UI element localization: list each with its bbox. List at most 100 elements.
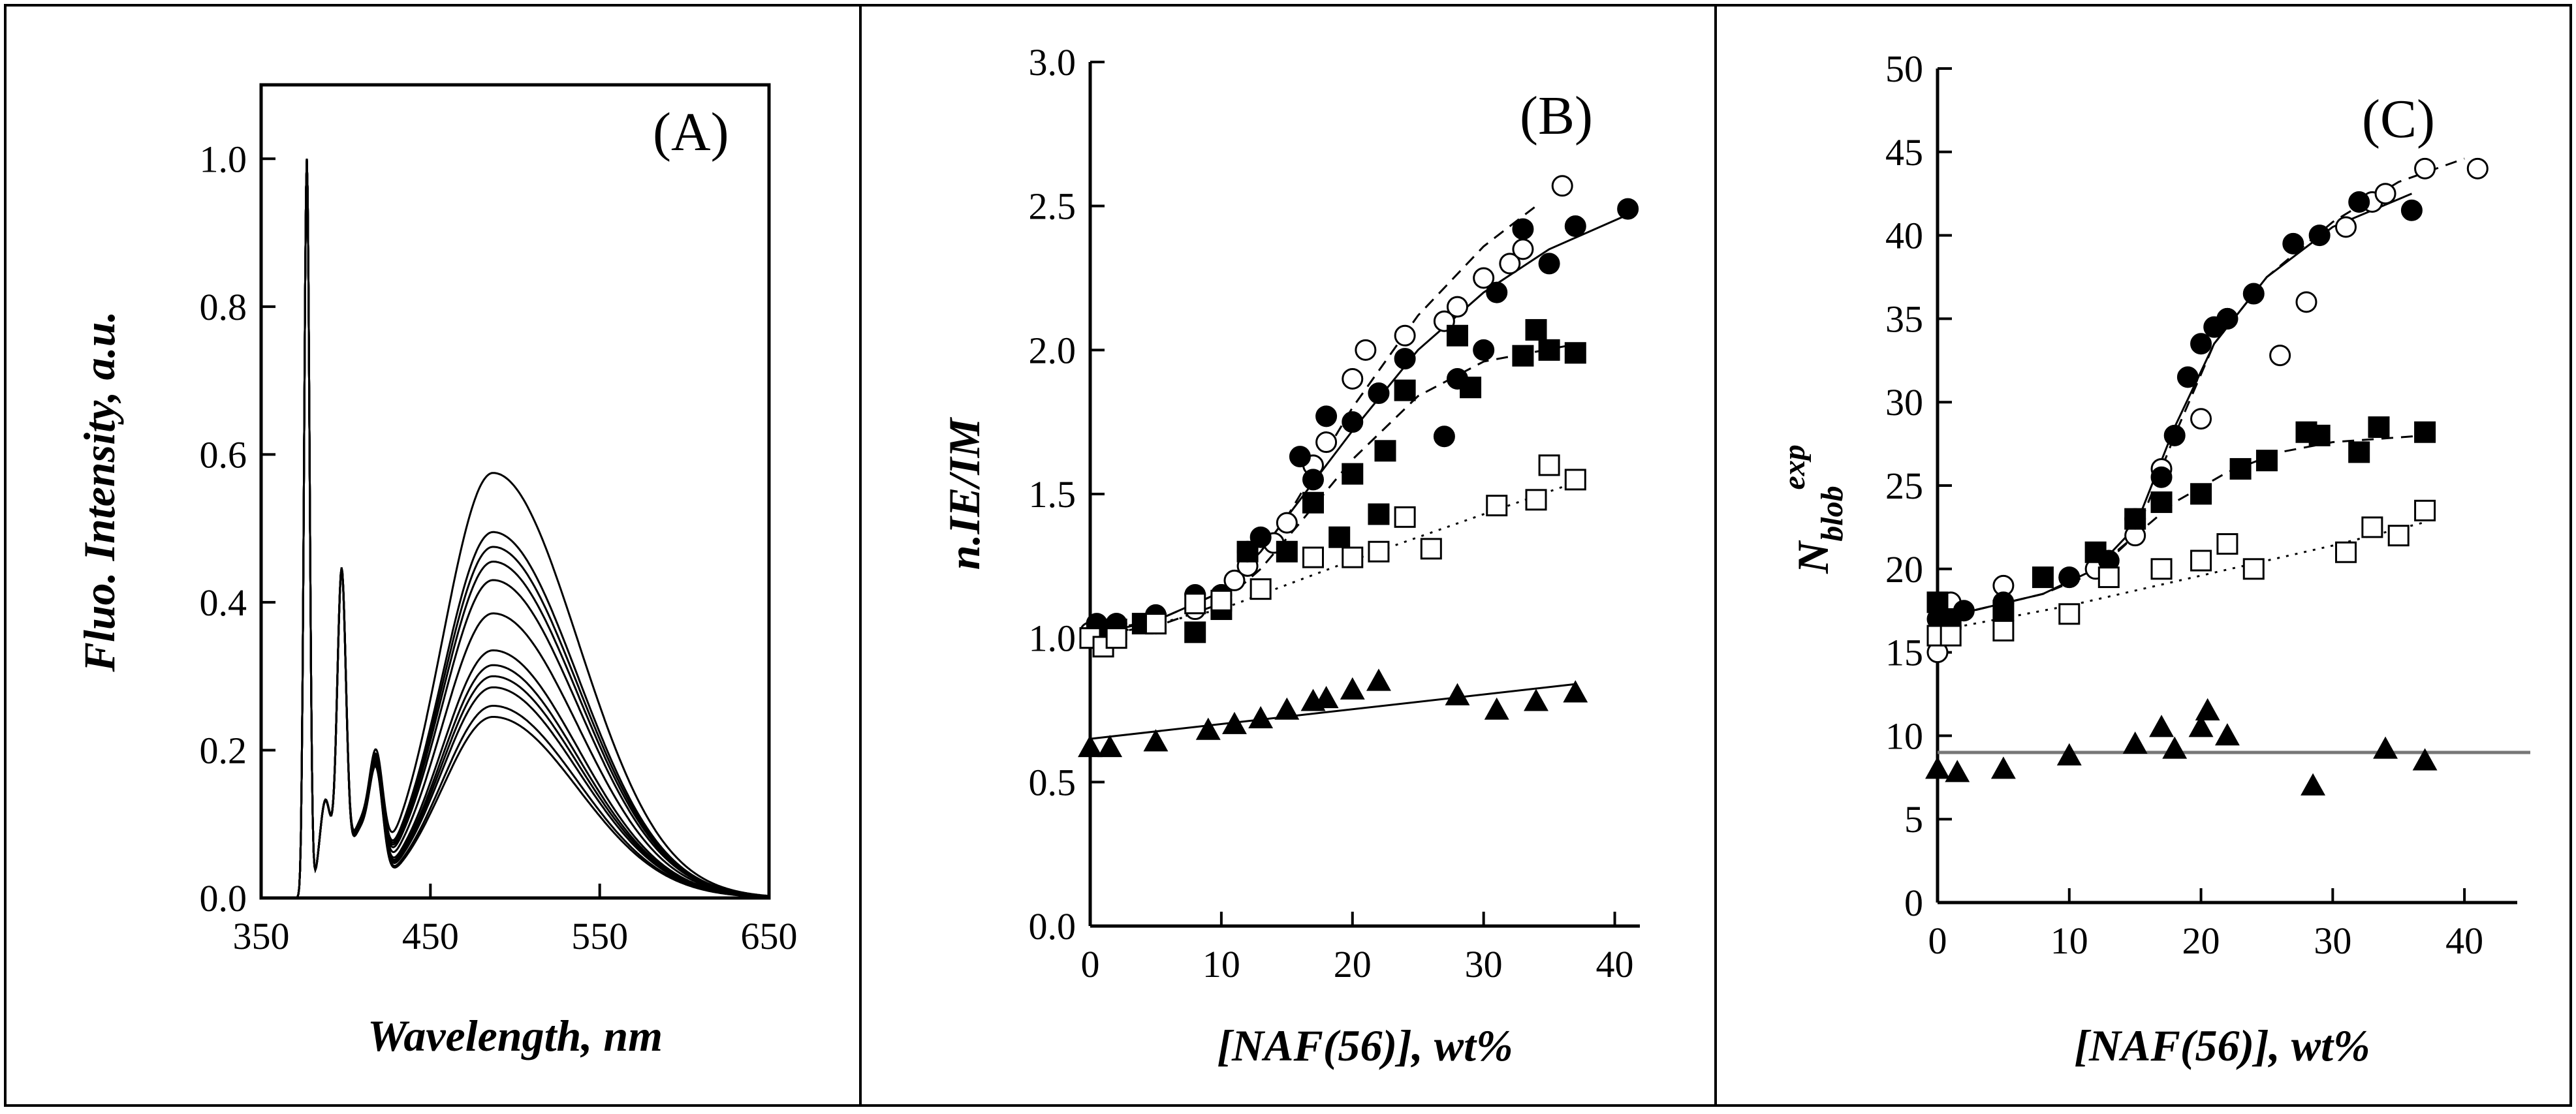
data-point-square: [1302, 546, 1325, 568]
data-point-square: [2084, 541, 2107, 563]
panel-c-xtick-label: 10: [2050, 920, 2088, 962]
data-point-square: [2255, 450, 2278, 472]
data-point-triangle: [1222, 711, 1247, 734]
data-point-circle: [2414, 157, 2436, 179]
data-point-triangle: [1563, 680, 1588, 703]
panel-c-ytick-label: 15: [1885, 632, 1923, 674]
panel-b-label: (B): [1520, 85, 1593, 146]
data-point-square: [1512, 345, 1534, 367]
data-point-square: [2032, 566, 2054, 589]
data-point-triangle: [1484, 697, 1509, 720]
panel-a-ytick-label: 0.0: [200, 877, 247, 920]
data-point-circle: [2242, 283, 2265, 305]
data-point-circle: [1564, 215, 1586, 238]
panel-c-markers: [1925, 157, 2489, 796]
data-point-triangle: [2122, 731, 2148, 754]
panel-a-ytick-label: 0.8: [200, 286, 247, 328]
panel-b-xtick-label: 0: [1081, 943, 1100, 985]
panel-c-ytick-label: 35: [1885, 298, 1923, 340]
panel-c-xlabel: [NAF(56)], wt%: [2074, 1021, 2370, 1070]
data-point-square: [2414, 421, 2436, 443]
panel-a-ytick-label: 0.6: [200, 433, 247, 476]
data-point-square: [2308, 424, 2331, 446]
panel-a-ylabel: Fluo. Intensity, a.u.: [74, 311, 124, 673]
spectrum-line: [286, 159, 770, 899]
spectrum-line: [286, 159, 770, 899]
data-point-circle: [1433, 425, 1455, 448]
spectrum-line: [286, 159, 769, 899]
panel-a-ytick-label: 0.4: [200, 581, 247, 624]
data-point-circle: [2295, 291, 2317, 313]
data-point-square: [1446, 324, 1468, 347]
data-point-circle: [1394, 324, 1416, 347]
data-point-square: [2190, 549, 2212, 572]
data-point-square: [1525, 318, 1547, 341]
data-point-circle: [2150, 466, 2173, 488]
panel-a-xlabel: Wavelength, nm: [368, 1011, 663, 1060]
data-point-circle: [1315, 431, 1338, 454]
panel-a-xtick-label: 350: [233, 915, 290, 957]
panel-c-ylabel: Nblobexp: [1777, 444, 1849, 574]
data-point-triangle: [1366, 668, 1391, 691]
data-point-square: [1460, 377, 1482, 399]
data-point-square: [2216, 533, 2238, 555]
data-point-square: [1538, 339, 1560, 361]
data-point-square: [1144, 613, 1167, 635]
panel-b-ytick-label: 2.5: [1029, 185, 1076, 228]
panel-b-xtick-label: 10: [1202, 943, 1240, 985]
panel-a: 0.0 0.2 0.4 0.6 0.8 1.0 350 450 550 650 (A) Wavel…: [74, 83, 798, 1060]
fit-line: [1090, 205, 1537, 634]
data-point-circle: [1368, 382, 1390, 405]
data-point-triangle: [2412, 748, 2438, 771]
panel-c-ylabel-main: N: [1788, 540, 1838, 574]
panel-b-ytick-label: 1.0: [1029, 617, 1076, 660]
data-point-square: [1940, 625, 1962, 647]
panel-c-xtick-label: 0: [1928, 920, 1947, 962]
panel-a-xtick-label: 650: [741, 915, 798, 957]
data-point-circle: [2348, 191, 2370, 213]
data-point-square: [2190, 483, 2212, 505]
data-point-circle: [1486, 281, 1508, 303]
data-point-square: [2335, 541, 2357, 563]
data-point-square: [1486, 495, 1508, 517]
data-point-circle: [2163, 424, 2186, 446]
panel-c-xtick-label: 40: [2445, 920, 2483, 962]
panel-c-ylabel-sub: blob: [1815, 486, 1849, 541]
panel-c-label: (C): [2362, 89, 2435, 149]
data-point-triangle: [1274, 697, 1300, 720]
panel-c-ytick-label: 50: [1885, 48, 1923, 90]
data-point-square: [1992, 619, 2015, 642]
data-point-triangle: [1195, 717, 1221, 740]
fit-line: [1090, 343, 1576, 636]
data-point-square: [1184, 593, 1206, 615]
panel-b-xtick-label: 30: [1465, 943, 1503, 985]
spectrum-line: [286, 159, 770, 899]
data-point-square: [1564, 469, 1586, 491]
data-point-triangle: [1143, 729, 1169, 752]
data-point-square: [2229, 457, 2252, 480]
panel-c-ytick-label: 5: [1904, 798, 1923, 841]
data-point-square: [2361, 516, 2383, 538]
panel-c-ytick-label: 20: [1885, 548, 1923, 591]
data-point-square: [1105, 627, 1127, 649]
spectrum-line: [286, 159, 769, 899]
data-point-triangle: [1097, 735, 1123, 758]
data-point-square: [1394, 379, 1416, 401]
data-point-circle: [2374, 183, 2396, 205]
data-point-circle: [2335, 216, 2357, 238]
panel-b-ticks: 0.0 0.5 1.0 1.5 2.0 2.5 3.0 0 10 20 30 40: [1029, 41, 1634, 985]
data-point-circle: [1446, 296, 1468, 318]
data-point-circle: [1289, 446, 1311, 468]
panel-a-spectra: [286, 159, 770, 899]
panel-c-xtick-label: 20: [2182, 920, 2220, 962]
data-point-square: [2242, 558, 2265, 580]
data-point-square: [2150, 558, 2173, 580]
panel-b-xtick-label: 40: [1596, 943, 1634, 985]
data-point-circle: [1342, 411, 1364, 433]
data-point-square: [1538, 454, 1560, 476]
panel-c-ylabel-sup: exp: [1777, 444, 1812, 489]
panel-a-ytick-label: 0.2: [200, 729, 247, 771]
data-point-circle: [2466, 157, 2489, 179]
panel-a-plot-frame: [259, 83, 771, 900]
